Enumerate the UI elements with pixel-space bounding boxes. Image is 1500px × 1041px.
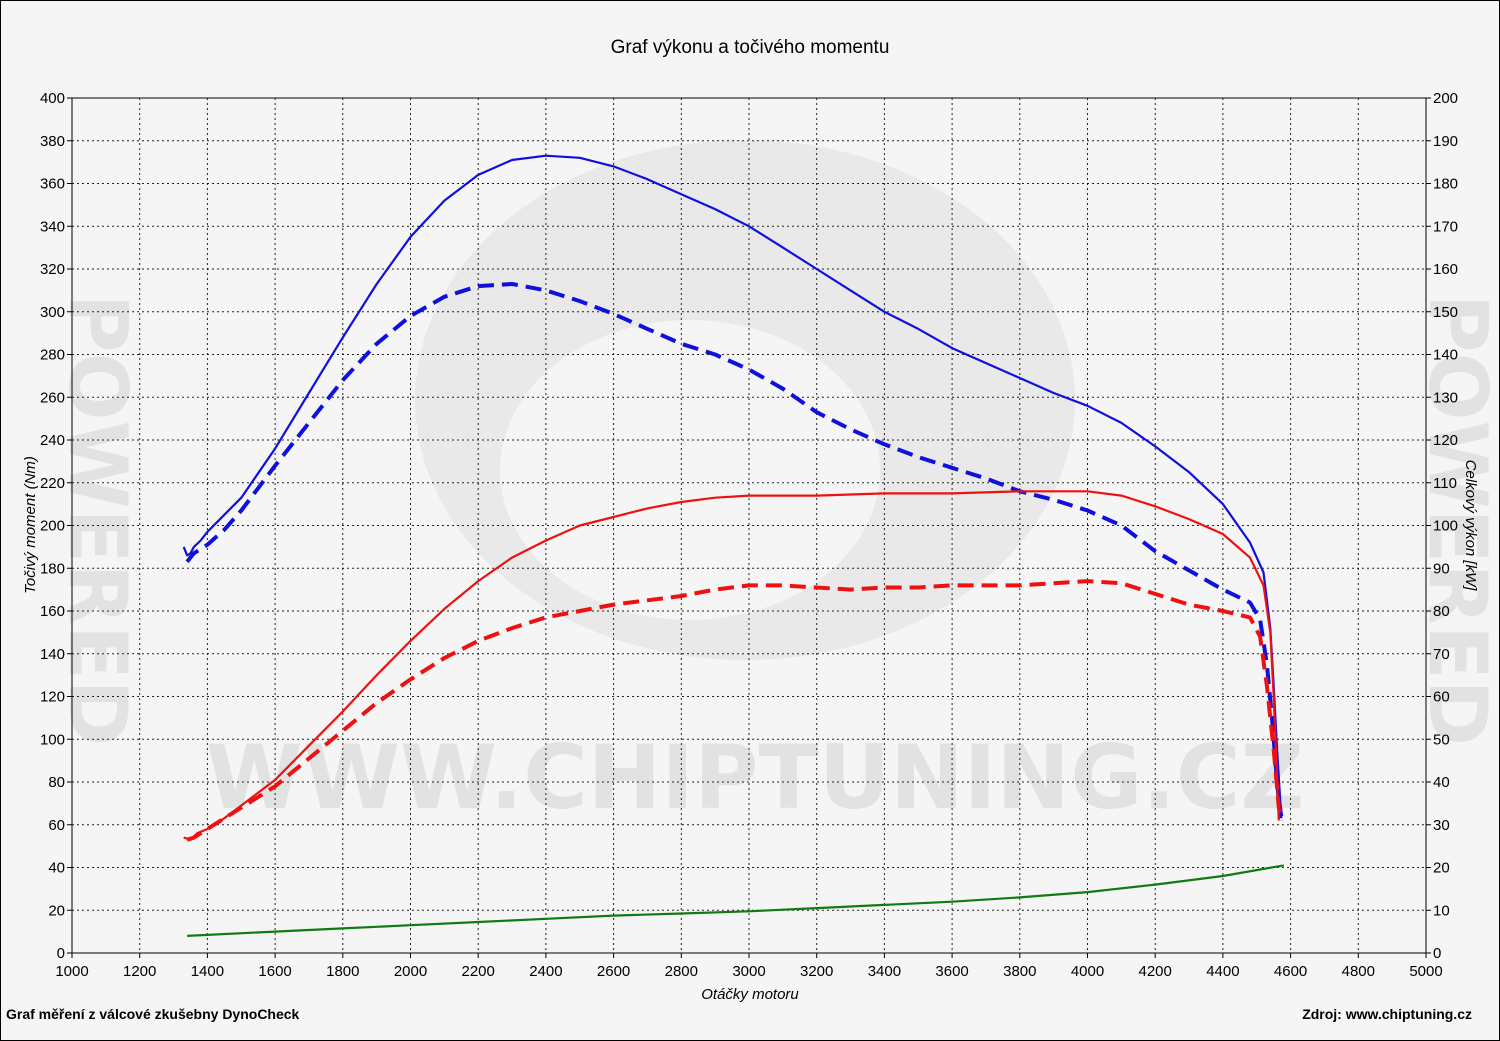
watermark-side-left: POWERED <box>51 294 144 746</box>
y-tick-label-right: 40 <box>1433 774 1450 791</box>
y-tick-label-left: 60 <box>48 817 65 834</box>
x-tick-label: 3400 <box>868 963 901 980</box>
y-tick-label-right: 90 <box>1433 560 1450 577</box>
series-line-1 <box>182 154 1284 817</box>
chart-title: Graf výkonu a točivého momentu <box>611 37 890 58</box>
y-tick-label-left: 100 <box>40 731 65 748</box>
x-tick-label: 4800 <box>1342 963 1375 980</box>
y-tick-label-left: 400 <box>40 90 65 107</box>
x-tick-label: 2600 <box>597 963 630 980</box>
x-tick-label: 4000 <box>1071 963 1104 980</box>
x-tick-label: 2000 <box>394 963 427 980</box>
y-tick-label-right: 70 <box>1433 646 1450 663</box>
y-tick-label-left: 360 <box>40 176 65 193</box>
x-tick-label: 4400 <box>1206 963 1239 980</box>
y-axis-title-right: Celkový výkon [kW] <box>1462 460 1479 592</box>
y-tick-label-right: 200 <box>1433 90 1458 107</box>
x-tick-label: 3200 <box>800 963 833 980</box>
series-line-3 <box>183 490 1280 841</box>
y-tick-label-right: 190 <box>1433 133 1458 150</box>
x-tick-label: 1600 <box>258 963 291 980</box>
y-tick-label-left: 380 <box>40 133 65 150</box>
x-tick-label: 4600 <box>1274 963 1307 980</box>
y-tick-label-left: 80 <box>48 774 65 791</box>
y-tick-label-right: 60 <box>1433 689 1450 706</box>
y-tick-label-right: 150 <box>1433 304 1458 321</box>
y-tick-label-right: 20 <box>1433 860 1450 877</box>
plot-area-border <box>71 97 1427 954</box>
x-tick-label: 3800 <box>1003 963 1036 980</box>
x-tick-label: 5000 <box>1409 963 1442 980</box>
x-tick-label: 2200 <box>462 963 495 980</box>
y-tick-label-right: 170 <box>1433 218 1458 235</box>
series-line-2 <box>185 282 1283 819</box>
x-tick-label: 4200 <box>1139 963 1172 980</box>
y-tick-label-left: 140 <box>40 646 65 663</box>
x-axis-title: Otáčky motoru <box>701 986 799 1003</box>
axes: 1000 1200 1400 1600 1800 2000 2200 2400 2600 2800… <box>40 90 1458 980</box>
y-tick-label-left: 300 <box>40 304 65 321</box>
y-tick-label-right: 120 <box>1433 432 1458 449</box>
series-group <box>182 154 1285 937</box>
y-tick-label-right: 100 <box>1433 518 1458 535</box>
footer-right-text: Zdroj: www.chiptuning.cz <box>1302 1006 1472 1022</box>
y-tick-label-left: 200 <box>40 518 65 535</box>
x-tick-label: 3600 <box>935 963 968 980</box>
y-axis-title-left: Točivý moment (Nm) <box>22 456 39 594</box>
y-tick-label-left: 40 <box>48 860 65 877</box>
y-tick-label-left: 260 <box>40 389 65 406</box>
y-tick-label-right: 180 <box>1433 176 1458 193</box>
footer-left-text: Graf měření z válcové zkušebny DynoCheck <box>6 1006 300 1022</box>
y-tick-label-left: 320 <box>40 261 65 278</box>
y-tick-label-right: 30 <box>1433 817 1450 834</box>
y-tick-label-right: 0 <box>1433 945 1441 962</box>
y-tick-label-left: 220 <box>40 475 65 492</box>
y-tick-label-right: 80 <box>1433 603 1450 620</box>
x-tick-label: 2800 <box>665 963 698 980</box>
y-tick-label-left: 120 <box>40 689 65 706</box>
x-tick-label: 1800 <box>326 963 359 980</box>
y-tick-label-right: 10 <box>1433 902 1450 919</box>
watermark-logo-hole <box>500 320 880 620</box>
text-layer: Graf výkonu a točivého momentu Otáčky mo… <box>6 37 1479 1022</box>
watermark-url: WWW.CHIPTUNING.CZ <box>206 726 1305 829</box>
y-tick-label-left: 160 <box>40 603 65 620</box>
x-tick-label: 2400 <box>529 963 562 980</box>
y-tick-label-right: 110 <box>1433 475 1457 492</box>
y-tick-label-left: 0 <box>57 945 65 962</box>
y-tick-label-right: 50 <box>1433 731 1450 748</box>
y-tick-label-left: 20 <box>48 902 65 919</box>
y-tick-label-left: 240 <box>40 432 65 449</box>
y-tick-label-right: 160 <box>1433 261 1458 278</box>
x-tick-label: 1200 <box>123 963 156 980</box>
y-tick-label-left: 180 <box>40 560 65 577</box>
y-tick-label-left: 280 <box>40 347 65 364</box>
y-tick-label-left: 340 <box>40 218 65 235</box>
x-tick-label: 1400 <box>191 963 224 980</box>
x-tick-label: 1000 <box>55 963 88 980</box>
series-line-5 <box>187 864 1284 937</box>
grid <box>72 98 1426 953</box>
y-tick-label-right: 130 <box>1433 389 1458 406</box>
x-tick-label: 3000 <box>732 963 765 980</box>
series-line-4 <box>186 579 1285 842</box>
y-tick-label-right: 140 <box>1433 347 1458 364</box>
